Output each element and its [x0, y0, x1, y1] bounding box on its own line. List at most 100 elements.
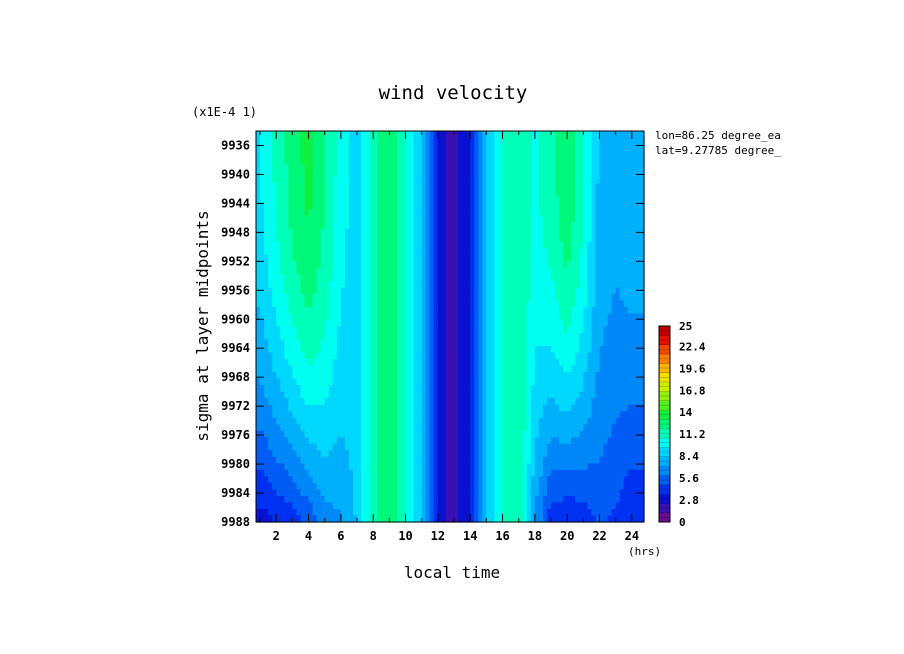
contour-cell: [365, 372, 370, 380]
contour-cell: [518, 144, 524, 152]
contour-cell: [486, 306, 492, 315]
contour-cell: [518, 313, 524, 321]
contour-cell: [607, 352, 613, 360]
contour-cell: [385, 215, 390, 223]
contour-cell: [421, 417, 427, 425]
contour-cell: [466, 319, 471, 328]
contour-cell: [526, 385, 532, 393]
contour-cell: [551, 209, 556, 217]
contour-cell: [591, 300, 597, 308]
contour-cell: [437, 261, 443, 269]
contour-cell: [369, 196, 374, 204]
contour-cell: [591, 209, 597, 217]
contour-cell: [595, 430, 601, 438]
contour-cell: [276, 267, 281, 275]
contour-cell: [328, 326, 334, 334]
contour-cell: [454, 306, 459, 315]
contour-cell: [510, 398, 516, 406]
contour-cell: [538, 222, 544, 230]
contour-cell: [575, 150, 580, 158]
contour-cell: [393, 209, 399, 217]
contour-cell: [429, 222, 435, 230]
contour-cell: [312, 241, 318, 249]
contour-cell: [563, 339, 568, 347]
contour-cell: [405, 235, 411, 243]
contour-cell: [357, 209, 362, 217]
contour-cell: [526, 137, 532, 145]
contour-cell: [538, 157, 544, 165]
contour-cell: [623, 365, 629, 373]
contour-cell: [340, 280, 346, 288]
contour-cell: [599, 241, 605, 249]
contour-cell: [445, 235, 451, 243]
contour-cell: [268, 404, 273, 412]
contour-cell: [365, 189, 370, 197]
contour-cell: [425, 450, 431, 458]
contour-cell: [413, 248, 419, 256]
contour-cell: [470, 326, 475, 334]
contour-cell: [567, 456, 572, 464]
contour-cell: [304, 215, 310, 223]
contour-cell: [502, 202, 508, 210]
contour-cell: [599, 411, 605, 419]
contour-cell: [417, 378, 423, 386]
contour-cell: [575, 300, 580, 308]
contour-cell: [502, 339, 508, 347]
contour-cell: [466, 287, 471, 295]
contour-cell: [316, 385, 322, 393]
contour-cell: [518, 391, 524, 399]
contour-cell: [514, 287, 520, 295]
contour-cell: [486, 280, 492, 288]
contour-cell: [421, 437, 427, 445]
contour-cell: [607, 293, 613, 302]
contour-cell: [292, 202, 298, 210]
contour-cell: [450, 280, 455, 288]
contour-cell: [579, 339, 584, 347]
contour-cell: [264, 352, 269, 360]
contour-cell: [526, 131, 532, 139]
contour-cell: [316, 359, 322, 367]
contour-cell: [591, 254, 597, 262]
contour-cell: [603, 235, 609, 243]
contour-cell: [490, 189, 496, 197]
contour-cell: [344, 157, 350, 165]
contour-cell: [615, 326, 621, 334]
contour-cell: [579, 144, 584, 152]
contour-cell: [571, 391, 576, 399]
contour-cell: [397, 430, 403, 438]
contour-cell: [462, 163, 467, 171]
contour-cell: [502, 456, 508, 464]
contour-cell: [466, 183, 471, 191]
contour-cell: [470, 313, 475, 321]
contour-cell: [538, 196, 544, 204]
contour-cell: [397, 417, 403, 425]
contour-cell: [332, 378, 338, 386]
contour-cell: [296, 339, 302, 347]
contour-cell: [462, 352, 467, 360]
contour-cell: [336, 215, 342, 223]
contour-cell: [490, 241, 496, 249]
contour-cell: [454, 398, 459, 406]
contour-cell: [551, 267, 556, 275]
contour-cell: [619, 280, 625, 288]
contour-cell: [587, 254, 593, 262]
contour-cell: [332, 300, 338, 308]
contour-cell: [474, 163, 479, 171]
contour-cell: [591, 248, 597, 256]
contour-cell: [296, 131, 302, 139]
contour-cell: [441, 333, 447, 341]
contour-cell: [510, 274, 516, 282]
contour-cell: [441, 280, 447, 288]
contour-cell: [559, 417, 564, 425]
contour-cell: [482, 391, 487, 399]
contour-cell: [478, 424, 483, 432]
contour-cell: [288, 300, 293, 308]
contour-cell: [466, 209, 471, 217]
contour-cell: [256, 150, 261, 158]
contour-cell: [502, 157, 508, 165]
contour-cell: [256, 365, 261, 373]
contour-cell: [591, 430, 597, 438]
contour-cell: [348, 235, 354, 243]
contour-cell: [627, 443, 633, 451]
contour-cell: [304, 228, 310, 236]
